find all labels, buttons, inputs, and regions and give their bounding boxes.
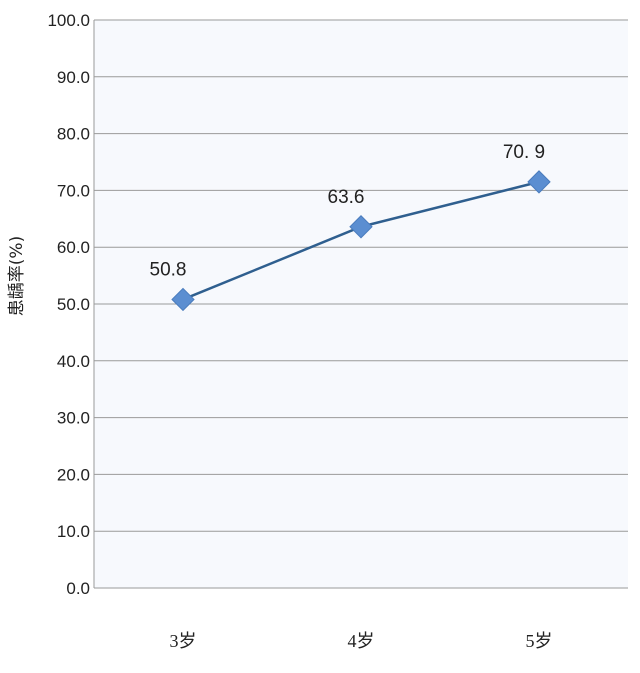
y-tick-label: 20.0 [57,465,90,484]
y-tick-label: 80.0 [57,125,90,144]
y-tick-label: 90.0 [57,68,90,87]
x-axis-tick-labels: 3岁 4岁 5岁 [170,631,553,651]
y-tick-label: 60.0 [57,238,90,257]
x-tick-label: 4岁 [348,631,375,651]
y-tick-label: 70.0 [57,181,90,200]
y-tick-label: 40.0 [57,352,90,371]
y-tick-label: 0.0 [66,579,90,598]
y-tick-label: 30.0 [57,409,90,428]
data-label: 70. 9 [503,142,545,163]
y-axis-title: 患龋率(%) [7,236,27,316]
y-tick-label: 100.0 [47,11,90,30]
data-point-marker [171,287,195,312]
data-point-marker [527,170,551,194]
y-tick-label: 10.0 [57,522,90,541]
data-point-marker [349,215,373,239]
y-tick-label: 50.0 [57,295,90,314]
series-group: 50.8 63.6 70. 9 [150,142,551,312]
data-label: 50.8 [150,259,187,280]
x-tick-label: 3岁 [170,631,197,651]
y-axis-tick-labels: 0.0 10.0 20.0 30.0 40.0 50.0 60.0 70.0 80.0 90.0 1… [47,11,90,598]
data-label: 63.6 [328,187,365,208]
x-tick-label: 5岁 [526,631,553,651]
